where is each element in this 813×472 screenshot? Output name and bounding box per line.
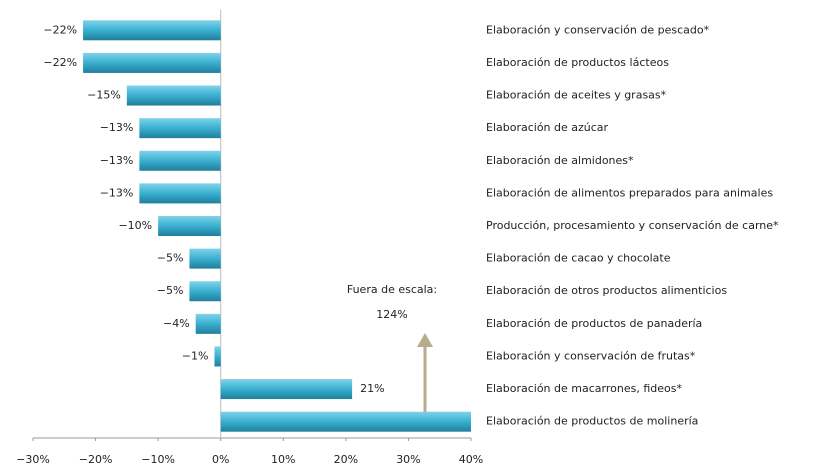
bar bbox=[189, 281, 221, 302]
x-tick-label: 0% bbox=[212, 453, 229, 466]
annotation: Fuera de escala: bbox=[347, 283, 437, 296]
bar bbox=[126, 85, 221, 106]
x-tick-label: 30% bbox=[396, 453, 420, 466]
value-label: −4% bbox=[163, 317, 190, 330]
bar bbox=[189, 248, 221, 269]
bar bbox=[158, 216, 221, 236]
value-label: −15% bbox=[87, 89, 121, 102]
value-label: −13% bbox=[100, 121, 134, 134]
value-label: −1% bbox=[182, 349, 209, 362]
category-label: Elaboración de productos lácteos bbox=[486, 56, 669, 69]
value-label: −22% bbox=[43, 56, 77, 69]
bar bbox=[83, 52, 221, 73]
category-label: Elaboración de almidones* bbox=[486, 154, 634, 167]
category-label: Elaboración de productos de panadería bbox=[486, 317, 702, 330]
bar bbox=[83, 20, 221, 41]
category-label: Elaboración y conservación de pescado* bbox=[486, 23, 710, 36]
x-tick-label: −10% bbox=[141, 453, 175, 466]
bar bbox=[139, 183, 221, 204]
category-label: Elaboración de macarrones, fideos* bbox=[486, 382, 682, 395]
category-label: Elaboración de aceites y grasas* bbox=[486, 89, 667, 102]
annotation: 124% bbox=[376, 308, 407, 321]
value-label: 21% bbox=[360, 382, 384, 395]
x-tick-label: 20% bbox=[334, 453, 358, 466]
bar bbox=[220, 411, 471, 432]
x-tick-label: −20% bbox=[79, 453, 113, 466]
value-label: −22% bbox=[43, 23, 77, 36]
category-label: Elaboración y conservación de frutas* bbox=[486, 349, 696, 362]
category-label: Elaboración de productos de molinería bbox=[486, 415, 698, 428]
bar bbox=[139, 118, 221, 139]
category-label: Elaboración de alimentos preparados para… bbox=[486, 186, 773, 199]
bar bbox=[220, 379, 353, 400]
value-label: −13% bbox=[100, 154, 134, 167]
category-label: Producción, procesamiento y conservación… bbox=[486, 219, 779, 232]
value-label: −10% bbox=[118, 219, 152, 232]
x-tick-label: 40% bbox=[459, 453, 483, 466]
bar bbox=[214, 346, 221, 367]
bar bbox=[195, 313, 221, 334]
category-label: Elaboración de cacao y chocolate bbox=[486, 252, 671, 265]
value-label: −5% bbox=[157, 252, 184, 265]
category-label: Elaboración de azúcar bbox=[486, 121, 609, 134]
category-label: Elaboración de otros productos alimentic… bbox=[486, 284, 727, 297]
annotation-arrowhead bbox=[417, 333, 433, 347]
value-label: −13% bbox=[100, 186, 134, 199]
bar bbox=[139, 150, 221, 171]
x-tick-label: 10% bbox=[271, 453, 295, 466]
x-tick-label: −30% bbox=[16, 453, 50, 466]
value-label: −5% bbox=[157, 284, 184, 297]
